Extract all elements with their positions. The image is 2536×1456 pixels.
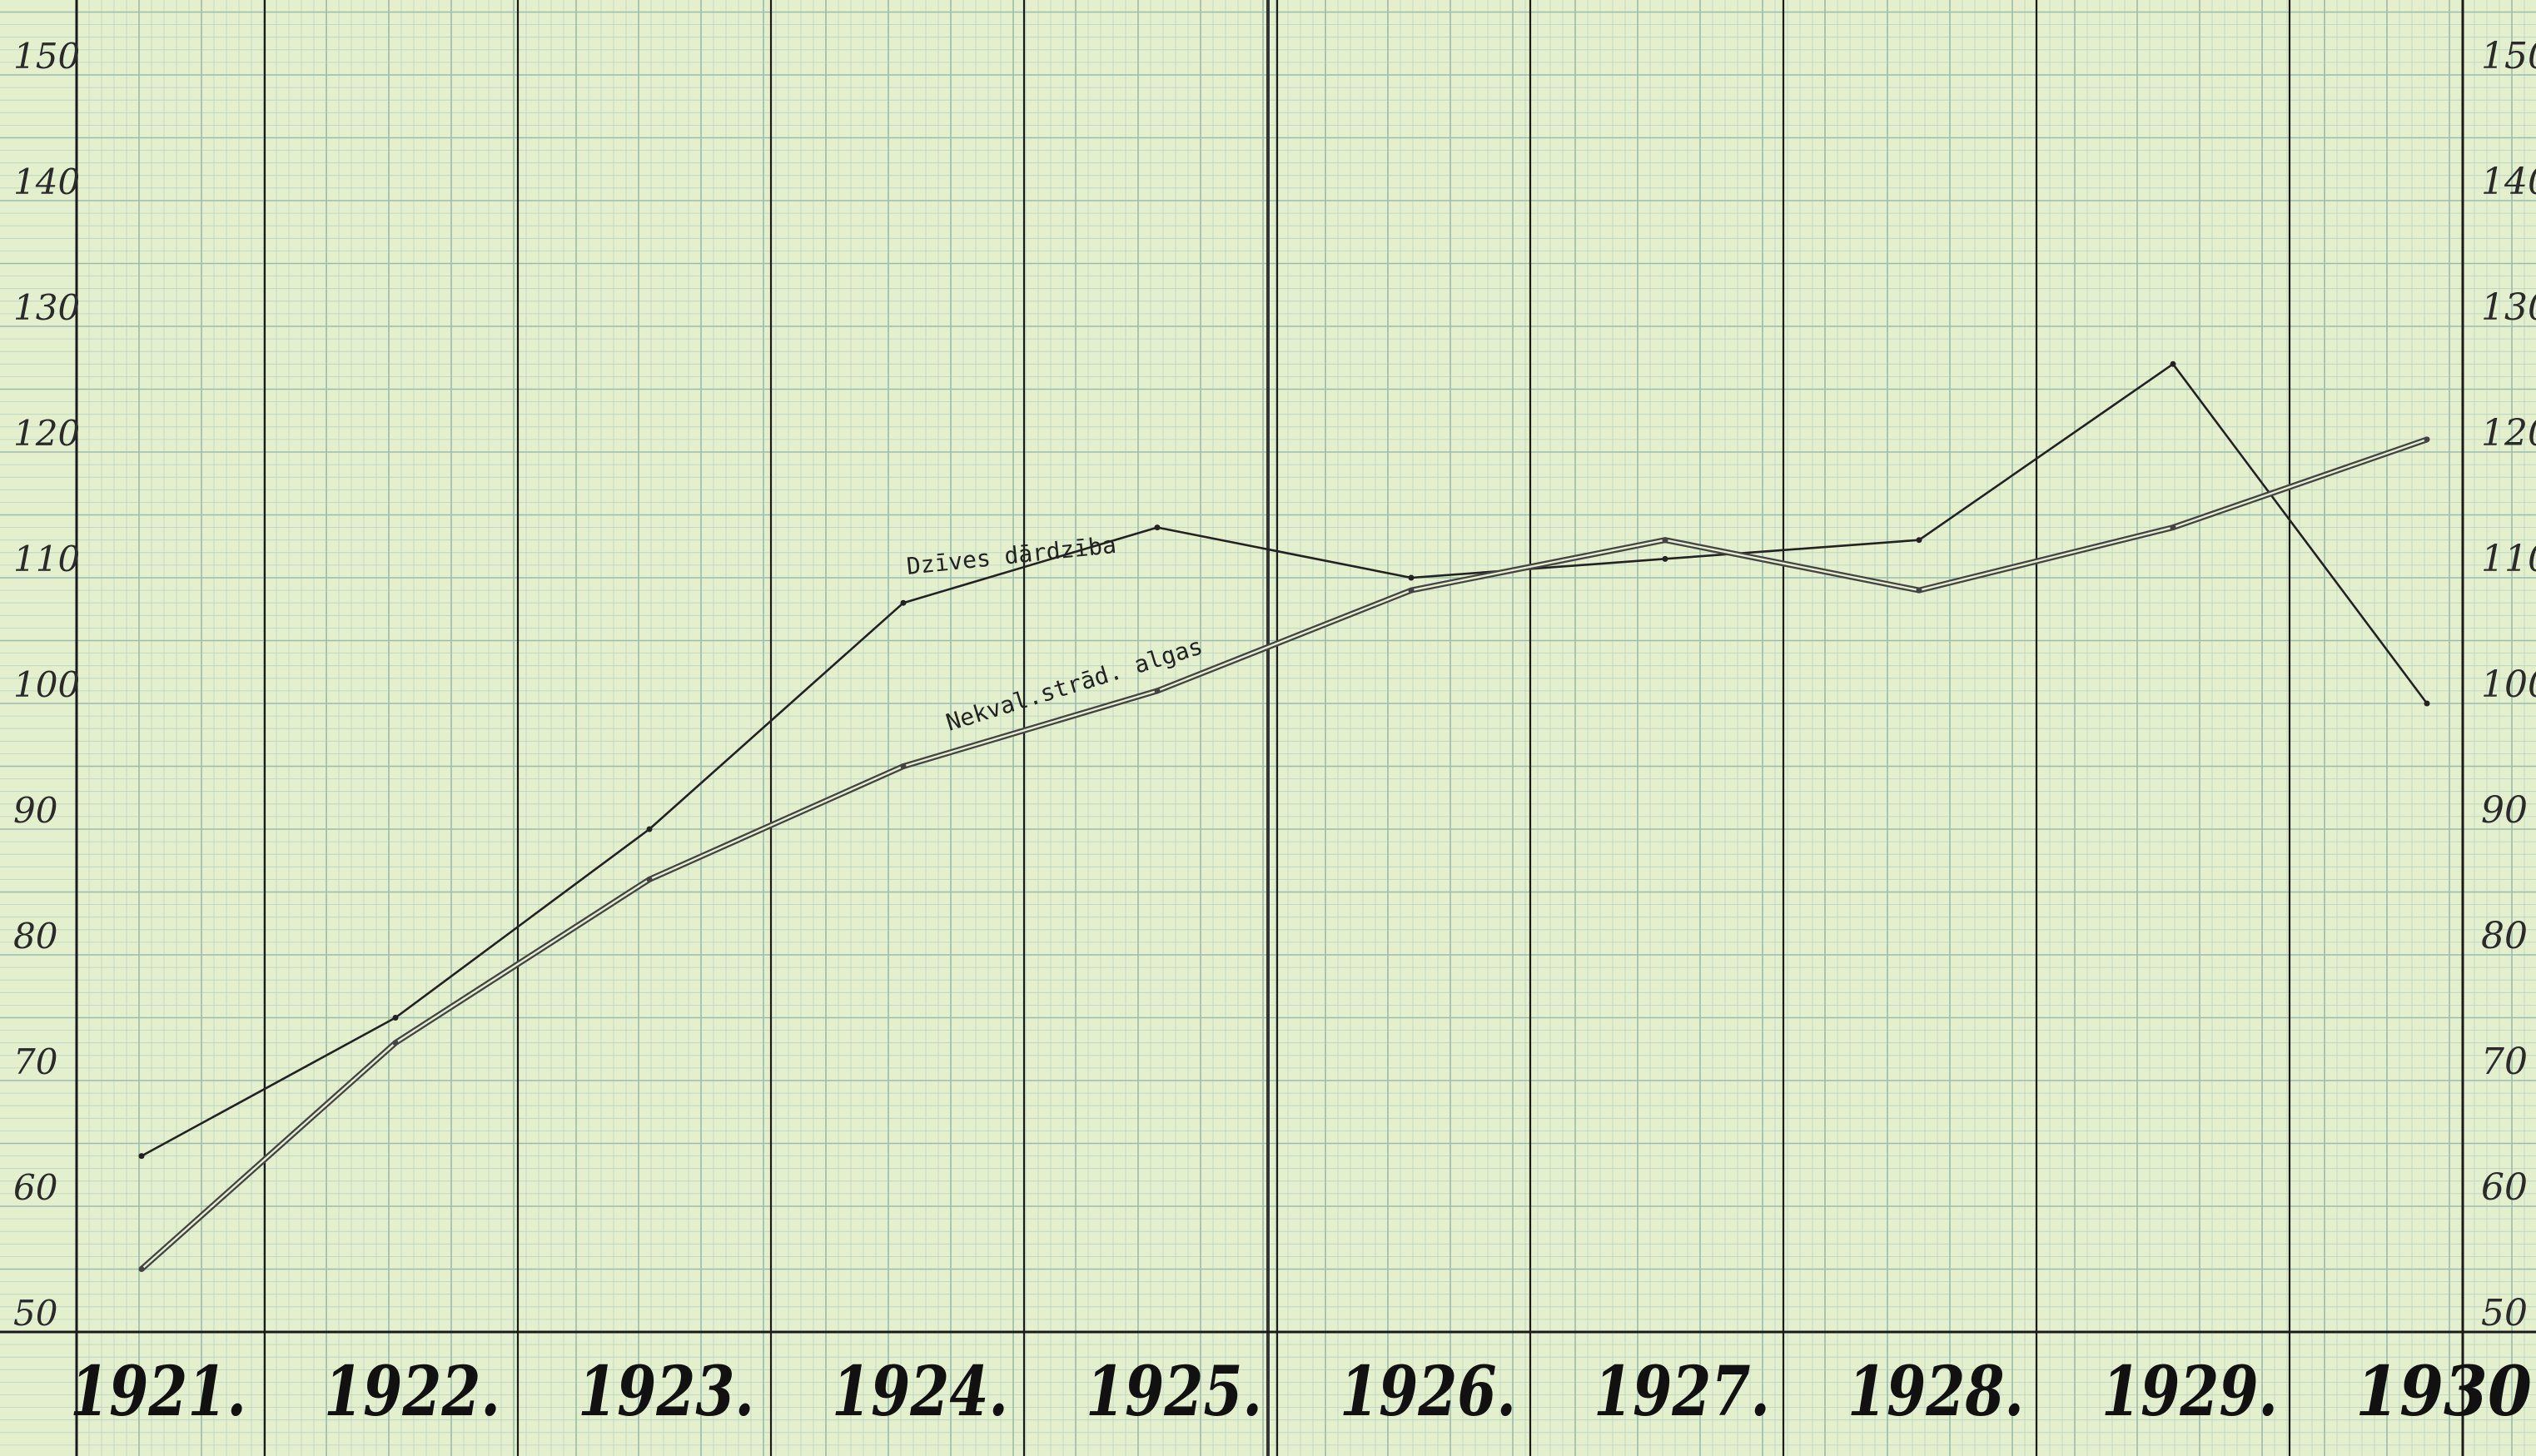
- y-tick-label-left: 70: [13, 1041, 57, 1082]
- data-point: [1662, 537, 1668, 544]
- x-tick-label-year: 1930: [2355, 1352, 2532, 1432]
- data-point: [392, 1040, 399, 1046]
- x-tick-label-year: 1924.: [832, 1352, 1008, 1432]
- data-point: [138, 1266, 145, 1272]
- y-tick-label-right: 130: [2481, 286, 2536, 329]
- y-tick-label-right: 150: [2481, 35, 2536, 77]
- data-point: [1408, 587, 1415, 594]
- data-point: [646, 876, 653, 882]
- x-tick-label-year: 1928.: [1847, 1352, 2024, 1432]
- x-tick-label-year: 1922.: [324, 1352, 500, 1432]
- series-line-0: [141, 362, 2429, 1157]
- y-tick-label-left: 90: [13, 790, 57, 831]
- left-y-axis-ticks: 50 60 70 80 90 100 110 120 130 140 150: [13, 36, 80, 1334]
- data-point: [1916, 587, 1922, 594]
- data-point: [2170, 524, 2176, 531]
- y-tick-label-right: 140: [2481, 161, 2536, 203]
- data-point: [2424, 436, 2430, 443]
- y-tick-label-right: 100: [2481, 663, 2536, 706]
- y-tick-label-left: 150: [13, 36, 80, 77]
- y-tick-label-left: 130: [13, 287, 80, 328]
- y-tick-label-right: 60: [2481, 1166, 2528, 1209]
- y-tick-label-left: 60: [13, 1167, 57, 1208]
- data-point: [392, 1015, 399, 1021]
- y-tick-label-right: 70: [2481, 1041, 2528, 1083]
- data-point: [2170, 360, 2176, 367]
- data-point: [1662, 555, 1668, 562]
- x-tick-label-year: 1927.: [1594, 1352, 1770, 1432]
- y-tick-label-right: 80: [2481, 915, 2528, 957]
- y-tick-label-left: 80: [13, 916, 57, 957]
- series-line-inner-1: [141, 438, 2428, 1270]
- data-point: [2424, 700, 2430, 707]
- data-point: [646, 826, 653, 832]
- data-point: [1408, 574, 1415, 581]
- right-y-axis-ticks: 50 60 70 80 90 100 110 120 130 140 150: [2481, 35, 2536, 1334]
- data-point: [900, 599, 907, 606]
- x-tick-label-year: 1926.: [1340, 1352, 1516, 1432]
- data-point: [1916, 537, 1922, 544]
- y-tick-label-left: 110: [13, 539, 80, 579]
- y-tick-label-left: 120: [13, 413, 80, 454]
- x-tick-label-year: 1923.: [578, 1352, 754, 1432]
- data-point: [1154, 524, 1161, 531]
- y-tick-label-left: 140: [13, 162, 80, 202]
- data-point: [138, 1153, 145, 1160]
- y-tick-label-right: 110: [2481, 538, 2536, 580]
- data-point: [1154, 688, 1161, 694]
- y-tick-label-right: 120: [2481, 412, 2536, 455]
- x-tick-label-year: 1925.: [1086, 1352, 1262, 1432]
- y-tick-label-left: 50: [13, 1293, 57, 1334]
- x-tick-label-year: 1929.: [2101, 1352, 2278, 1432]
- y-tick-label-left: 100: [13, 664, 80, 705]
- series-layer: [138, 360, 2430, 1272]
- y-tick-label-right: 50: [2481, 1292, 2528, 1334]
- data-point: [900, 763, 907, 769]
- y-tick-label-right: 90: [2481, 789, 2528, 832]
- x-axis-year-labels: 1921. 1922. 1923. 1924. 1925. 1926. 1927. 1928.…: [70, 1352, 2532, 1432]
- x-tick-label-year: 1921.: [70, 1352, 246, 1432]
